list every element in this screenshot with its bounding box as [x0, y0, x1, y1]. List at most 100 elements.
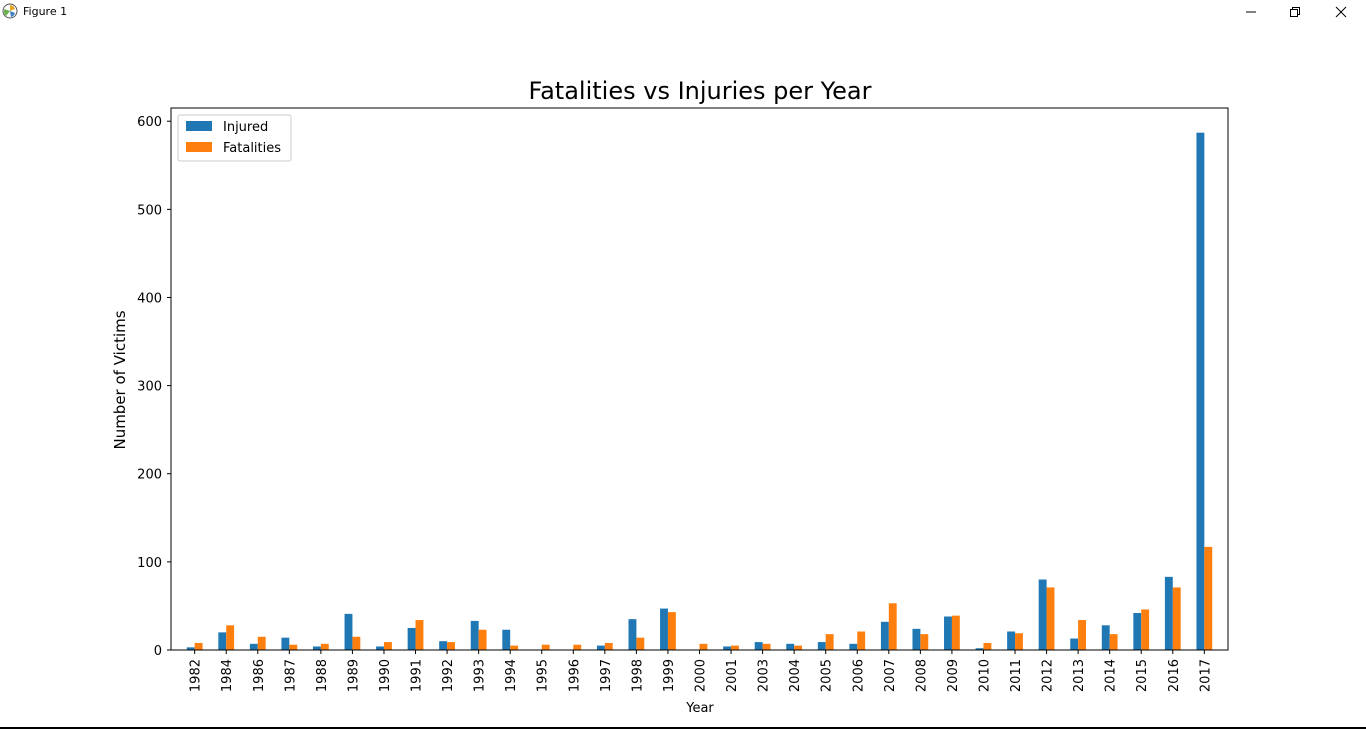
y-tick-label: 300 [137, 380, 162, 395]
bar-injured-2008 [912, 628, 921, 650]
bar-injured-1999 [660, 608, 668, 650]
close-icon [1335, 6, 1347, 18]
bar-injured-2007 [880, 621, 889, 650]
y-tick-label: 400 [137, 291, 162, 306]
bar-fatalities-2007 [888, 603, 897, 650]
bar-fatalities-1986 [257, 636, 266, 650]
bar-fatalities-1987 [289, 644, 298, 650]
x-tick-label: 1986 [252, 659, 267, 692]
bar-fatalities-1988 [320, 643, 329, 650]
bar-fatalities-1999 [667, 612, 676, 650]
x-tick-label: 1996 [567, 659, 582, 692]
bar-fatalities-2012 [1046, 587, 1055, 650]
bar-injured-1997 [596, 645, 605, 650]
x-tick-label: 1999 [662, 659, 677, 692]
bar-injured-1986 [249, 643, 258, 650]
bar-injured-2014 [1101, 625, 1110, 650]
bar-injured-1992 [439, 641, 448, 650]
x-tick-label: 2003 [757, 659, 772, 692]
bar-injured-1994 [502, 629, 511, 650]
bar-fatalities-2011 [1015, 633, 1023, 650]
bar-fatalities-1991 [415, 620, 424, 650]
y-tick-label: 500 [137, 203, 162, 218]
bar-fatalities-1984 [226, 625, 235, 650]
bar-injured-2005 [817, 642, 826, 650]
x-tick-label: 2013 [1072, 659, 1087, 692]
x-tick-label: 2010 [977, 659, 992, 692]
bar-chart: Fatalities vs Injuries per Year Number o… [111, 77, 1229, 716]
bar-fatalities-1992 [447, 642, 455, 650]
x-tick-label: 1990 [378, 659, 393, 692]
bar-fatalities-1995 [541, 644, 550, 650]
bar-injured-2003 [754, 642, 763, 650]
x-tick-label: 1988 [315, 659, 330, 692]
bar-fatalities-2000 [699, 643, 708, 650]
window-titlebar: Figure 1 [0, 0, 1366, 24]
x-axis-label: Year [685, 701, 714, 716]
x-tick-label: 2011 [1009, 659, 1024, 692]
bar-fatalities-2006 [857, 631, 866, 650]
bar-injured-2006 [849, 643, 858, 650]
bar-injured-1993 [470, 620, 479, 650]
bar-fatalities-2009 [951, 615, 960, 650]
bars-group [186, 132, 1213, 650]
x-tick-label: 2008 [914, 659, 929, 692]
matplotlib-icon [2, 3, 18, 19]
close-button[interactable] [1318, 0, 1364, 24]
x-tick-label: 2017 [1198, 659, 1213, 692]
x-tick-label: 1987 [283, 659, 298, 692]
x-tick-label: 1991 [410, 659, 425, 692]
x-tick-label: 2016 [1167, 659, 1182, 692]
bar-fatalities-1997 [604, 642, 613, 650]
bar-fatalities-1994 [510, 645, 519, 650]
bar-fatalities-2015 [1141, 609, 1150, 650]
x-tick-label: 1984 [220, 659, 235, 692]
x-tick-label: 2000 [694, 659, 709, 692]
window-title: Figure 1 [23, 5, 68, 18]
x-tick-label: 2015 [1135, 659, 1150, 692]
x-tick-label: 2005 [820, 659, 835, 692]
y-tick-label: 200 [137, 468, 162, 483]
chart-title: Fatalities vs Injuries per Year [529, 77, 872, 105]
bar-fatalities-2004 [794, 645, 803, 650]
window-bottom-border [0, 727, 1366, 729]
bar-fatalities-2010 [983, 642, 992, 650]
bar-fatalities-1990 [383, 642, 392, 650]
x-tick-label: 2009 [946, 659, 961, 692]
y-ticks-group: 0 100 200 300 400 500 600 [137, 115, 171, 659]
bar-injured-2011 [1007, 631, 1016, 650]
bar-injured-2001 [723, 646, 732, 650]
maximize-button[interactable] [1272, 0, 1318, 24]
bar-injured-1990 [376, 646, 384, 650]
bar-fatalities-1996 [573, 644, 582, 650]
bar-fatalities-2003 [762, 643, 771, 650]
bar-fatalities-2014 [1109, 634, 1118, 650]
x-tick-label: 1994 [504, 659, 519, 692]
bar-injured-1998 [628, 619, 637, 650]
bar-fatalities-2001 [731, 645, 739, 650]
bar-fatalities-1998 [636, 637, 645, 650]
legend-swatch-injured [186, 121, 212, 131]
x-tick-label: 2007 [883, 659, 898, 692]
bar-injured-2004 [786, 643, 795, 650]
x-tick-label: 1993 [473, 659, 488, 692]
bar-injured-2009 [944, 616, 952, 650]
bar-injured-2010 [975, 648, 984, 650]
x-tick-label: 1997 [599, 659, 614, 692]
bar-fatalities-1989 [352, 636, 361, 650]
bar-fatalities-1993 [478, 629, 487, 650]
minimize-button[interactable] [1228, 0, 1274, 24]
y-tick-label: 600 [137, 115, 162, 130]
x-tick-label: 2004 [788, 659, 803, 692]
bar-injured-1991 [407, 627, 416, 650]
bar-fatalities-1982 [194, 642, 203, 650]
x-tick-label: 1995 [536, 659, 551, 692]
x-tick-label: 1989 [346, 659, 361, 692]
x-tick-label: 2014 [1104, 659, 1119, 692]
legend: Injured Fatalities [177, 114, 292, 162]
x-tick-label: 1982 [189, 659, 204, 692]
x-tick-label: 2006 [851, 659, 866, 692]
bar-injured-2017 [1196, 132, 1205, 650]
bar-injured-1987 [281, 637, 290, 650]
x-tick-label: 1992 [441, 659, 456, 692]
